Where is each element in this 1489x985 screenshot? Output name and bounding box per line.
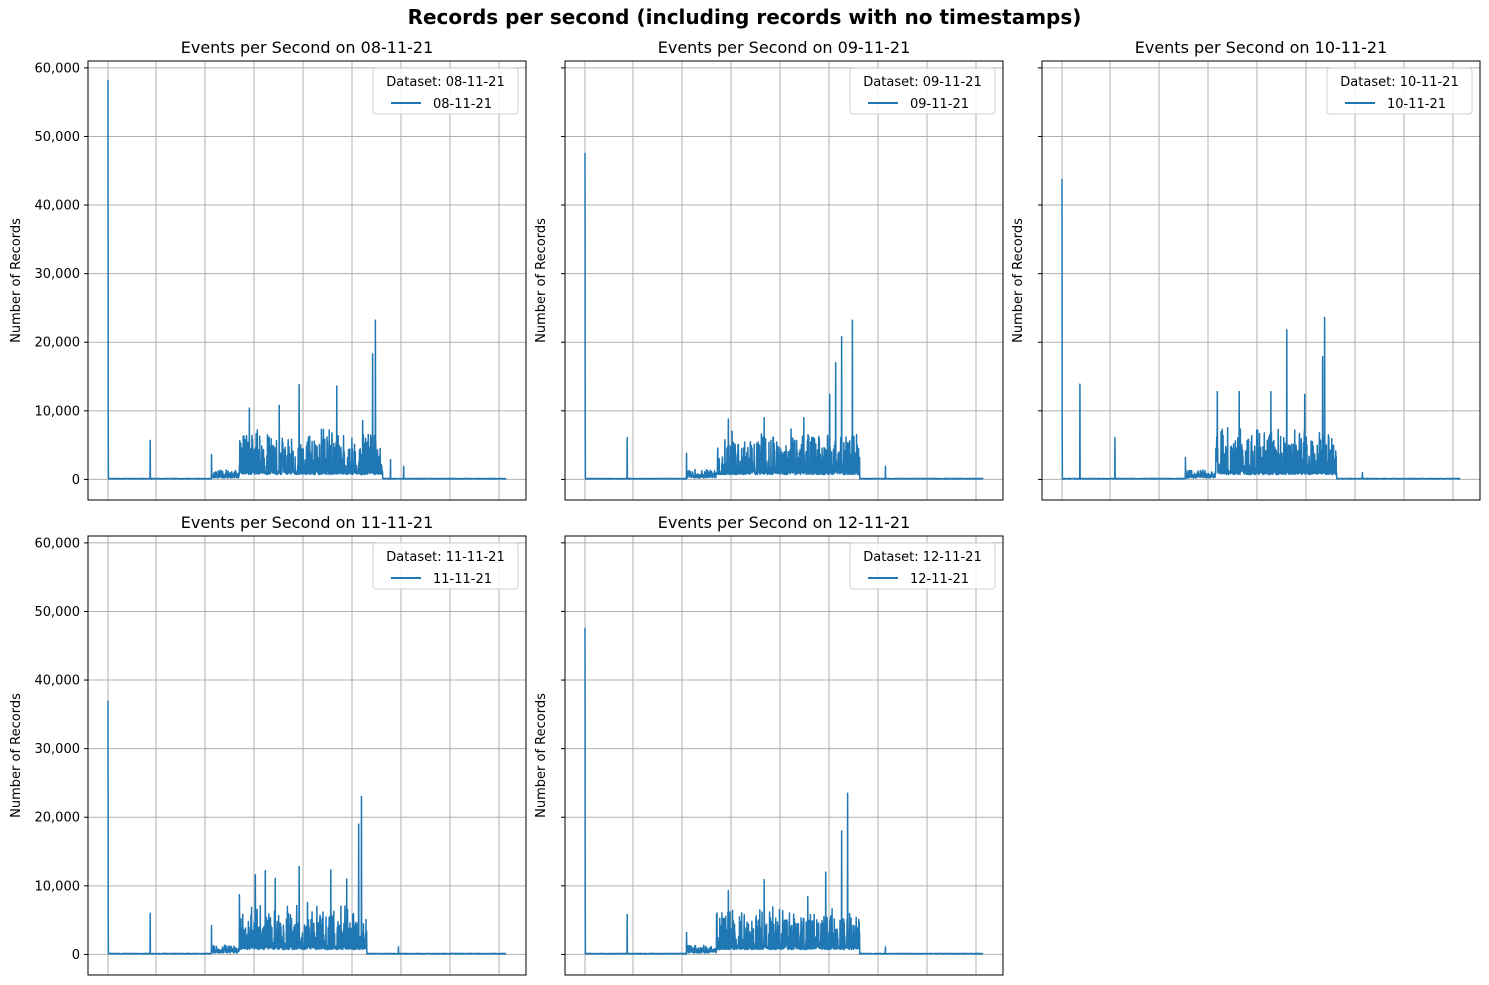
- subplot-title: Events per Second on 10-11-21: [1135, 38, 1388, 57]
- series-line-08-11-21: [107, 80, 507, 480]
- subplot-4: 0 10,000 20,000 30,000 40,000 50,000 60,000 Eve…: [9, 513, 527, 976]
- legend-entry: 10-11-21: [1387, 97, 1446, 112]
- y-tick-label: 20,000: [35, 336, 81, 351]
- legend-entry: 11-11-21: [433, 572, 492, 587]
- y-tick-label: 10,000: [35, 879, 81, 894]
- y-axis-label: Number of Records: [9, 218, 24, 343]
- legend: Dataset: 12-11-21 12-11-21: [849, 542, 996, 590]
- grid: [88, 61, 526, 500]
- subplot-title: Events per Second on 09-11-21: [658, 38, 911, 57]
- legend-entry: 08-11-21: [433, 97, 492, 112]
- y-tick-label: 0: [72, 948, 80, 963]
- y-tick-label: 20,000: [35, 811, 81, 826]
- legend: Dataset: 10-11-21 10-11-21: [1326, 67, 1473, 115]
- subplot-title: Events per Second on 08-11-21: [181, 38, 434, 57]
- axes-frame: [564, 60, 1004, 501]
- axes-frame: [1041, 60, 1481, 501]
- y-tick-label: 30,000: [35, 742, 81, 757]
- grid: [1042, 61, 1480, 500]
- y-tick-label: 40,000: [35, 674, 81, 689]
- y-axis-label: Number of Records: [1011, 218, 1026, 343]
- y-axis-label: Number of Records: [534, 693, 549, 818]
- y-tick-label: 10,000: [35, 404, 81, 419]
- grid: [565, 536, 1003, 975]
- y-tick-label: 60,000: [35, 536, 81, 551]
- y-tick-label: 30,000: [35, 267, 81, 282]
- legend-title: Dataset: 09-11-21: [863, 75, 981, 90]
- y-tick-label: 50,000: [35, 130, 81, 145]
- series-line-11-11-21: [107, 700, 507, 955]
- y-tick-label: 40,000: [35, 199, 81, 214]
- y-tick-label: 60,000: [35, 61, 81, 76]
- legend-title: Dataset: 11-11-21: [386, 550, 504, 565]
- legend: Dataset: 11-11-21 11-11-21: [372, 542, 519, 590]
- legend-title: Dataset: 08-11-21: [386, 75, 504, 90]
- legend: Dataset: 09-11-21 09-11-21: [849, 67, 996, 115]
- legend-entry: 09-11-21: [910, 97, 969, 112]
- subplot-title: Events per Second on 12-11-21: [658, 513, 911, 532]
- series-line-10-11-21: [1061, 178, 1461, 480]
- legend-entry: 12-11-21: [910, 572, 969, 587]
- subplot-5: Events per Second on 12-11-21 Number of R…: [534, 513, 1004, 976]
- subplot-3: Events per Second on 10-11-21 Number of R…: [1011, 38, 1481, 501]
- series-line-09-11-21: [584, 152, 984, 480]
- subplot-title: Events per Second on 11-11-21: [181, 513, 434, 532]
- series-line-12-11-21: [584, 627, 984, 955]
- y-axis-label: Number of Records: [9, 693, 24, 818]
- subplot-2: Events per Second on 09-11-21 Number of R…: [534, 38, 1004, 501]
- subplot-1: 0 10,000 20,000 30,000 40,000 50,000 60,000 Eve…: [9, 38, 527, 501]
- axes-frame: [564, 535, 1004, 976]
- legend: Dataset: 08-11-21 08-11-21: [372, 67, 519, 115]
- y-axis-label: Number of Records: [534, 218, 549, 343]
- grid: [88, 536, 526, 975]
- y-tick-label: 50,000: [35, 605, 81, 620]
- legend-title: Dataset: 10-11-21: [1340, 75, 1458, 90]
- legend-title: Dataset: 12-11-21: [863, 550, 981, 565]
- axes-frame: [87, 535, 527, 976]
- y-tick-label: 0: [72, 473, 80, 488]
- grid: [565, 61, 1003, 500]
- figure-title: Records per second (including records wi…: [407, 5, 1082, 29]
- axes-frame: [87, 60, 527, 501]
